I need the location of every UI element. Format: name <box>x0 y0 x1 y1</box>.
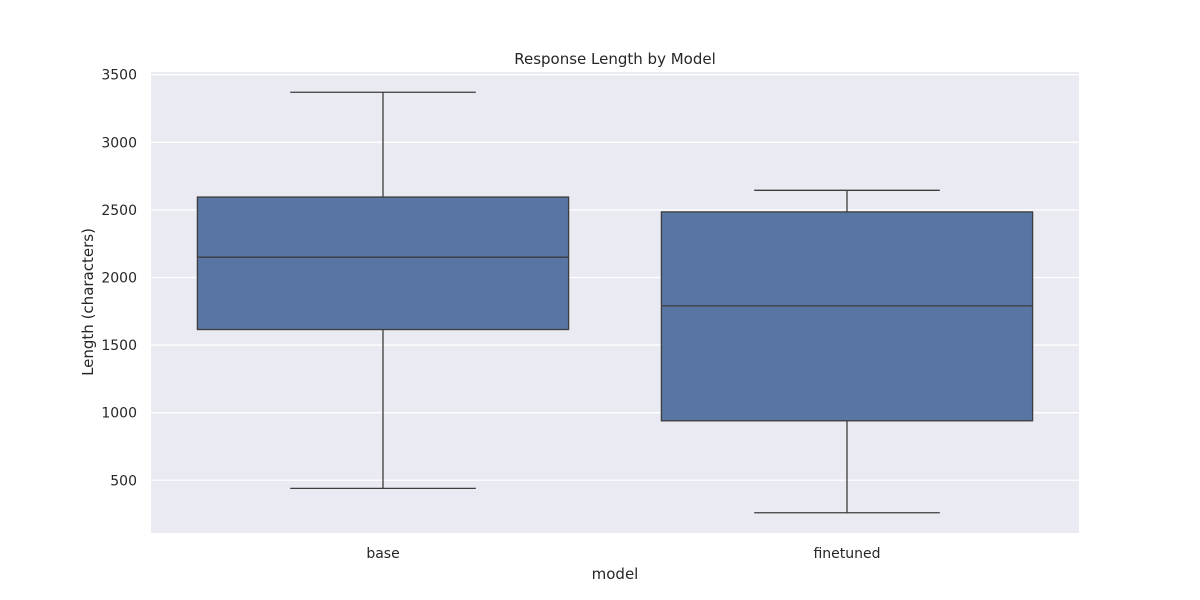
box-iqr <box>660 211 1034 422</box>
x-tick-label: base <box>366 546 399 562</box>
box-finetuned <box>660 189 1034 514</box>
y-tick-label: 1500 <box>101 338 137 354</box>
y-tick-label: 3000 <box>101 135 137 151</box>
y-tick-label: 2500 <box>101 203 137 219</box>
box-base <box>196 91 570 490</box>
x-axis-label: model <box>592 565 639 583</box>
x-tick-labels: base finetuned <box>366 546 880 562</box>
box-iqr <box>196 196 570 331</box>
y-tick-label: 1000 <box>101 406 137 422</box>
y-tick-label: 2000 <box>101 270 137 286</box>
chart-title: Response Length by Model <box>514 50 716 68</box>
y-tick-labels: 500 1000 1500 2000 2500 3000 3500 <box>101 68 137 490</box>
boxes <box>196 91 1034 514</box>
y-axis-label: Length (characters) <box>79 228 97 376</box>
y-tick-label: 3500 <box>101 68 137 84</box>
y-tick-label: 500 <box>110 473 137 489</box>
x-tick-label: finetuned <box>813 546 880 562</box>
